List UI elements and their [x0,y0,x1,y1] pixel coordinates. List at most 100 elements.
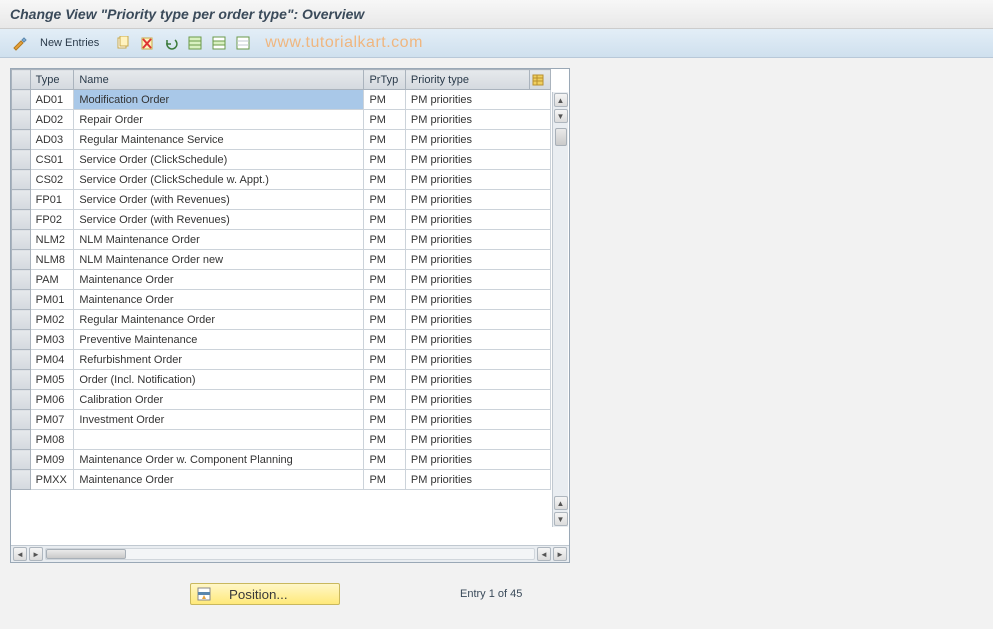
cell-type[interactable]: FP01 [30,190,74,210]
table-row[interactable]: AD02Repair OrderPMPM priorities [12,110,551,130]
cell-name[interactable]: Service Order (with Revenues) [74,190,364,210]
scroll-right-icon[interactable]: ► [553,547,567,561]
cell-name[interactable]: Maintenance Order [74,470,364,490]
cell-type[interactable]: FP02 [30,210,74,230]
cell-name[interactable]: Calibration Order [74,390,364,410]
horizontal-scrollbar[interactable]: ◄ ► ◄ ► [11,545,569,562]
row-selector[interactable] [12,450,31,470]
row-selector[interactable] [12,390,31,410]
row-selector[interactable] [12,210,31,230]
cell-name[interactable]: Regular Maintenance Service [74,130,364,150]
cell-prtyp[interactable]: PM [364,130,405,150]
undo-icon[interactable] [161,33,181,53]
cell-type[interactable]: AD03 [30,130,74,150]
row-selector[interactable] [12,230,31,250]
cell-prtyp[interactable]: PM [364,150,405,170]
row-selector[interactable] [12,130,31,150]
cell-prtyp[interactable]: PM [364,310,405,330]
table-row[interactable]: PM09Maintenance Order w. Component Plann… [12,450,551,470]
cell-prtyp[interactable]: PM [364,250,405,270]
cell-prtyp[interactable]: PM [364,470,405,490]
table-row[interactable]: NLM8NLM Maintenance Order newPMPM priori… [12,250,551,270]
cell-type[interactable]: PM08 [30,430,74,450]
cell-type[interactable]: PM06 [30,390,74,410]
cell-name[interactable]: NLM Maintenance Order new [74,250,364,270]
row-selector[interactable] [12,250,31,270]
cell-prtyp[interactable]: PM [364,270,405,290]
cell-type[interactable]: NLM2 [30,230,74,250]
row-selector[interactable] [12,310,31,330]
cell-type[interactable]: AD02 [30,110,74,130]
cell-name[interactable]: Maintenance Order [74,270,364,290]
row-selector[interactable] [12,290,31,310]
scroll-up-step-icon[interactable]: ▲ [554,496,568,510]
cell-prtyp[interactable]: PM [364,330,405,350]
cell-name[interactable]: Repair Order [74,110,364,130]
select-block-icon[interactable] [209,33,229,53]
cell-type[interactable]: PM09 [30,450,74,470]
scroll-down-icon[interactable]: ▼ [554,512,568,526]
table-row[interactable]: AD01Modification OrderPMPM priorities [12,90,551,110]
row-selector[interactable] [12,270,31,290]
table-row[interactable]: PM04Refurbishment OrderPMPM priorities [12,350,551,370]
row-selector[interactable] [12,370,31,390]
row-selector[interactable] [12,330,31,350]
table-row[interactable]: PM03Preventive MaintenancePMPM prioritie… [12,330,551,350]
table-row[interactable]: CS02Service Order (ClickSchedule w. Appt… [12,170,551,190]
row-selector[interactable] [12,170,31,190]
column-header-prtyp[interactable]: PrTyp [364,70,405,90]
cell-name[interactable]: Service Order (ClickSchedule w. Appt.) [74,170,364,190]
table-row[interactable]: PMXXMaintenance OrderPMPM priorities [12,470,551,490]
cell-prtyp[interactable]: PM [364,350,405,370]
cell-prtyp[interactable]: PM [364,210,405,230]
table-row[interactable]: CS01Service Order (ClickSchedule)PMPM pr… [12,150,551,170]
cell-prtyp[interactable]: PM [364,290,405,310]
cell-name[interactable]: Maintenance Order w. Component Planning [74,450,364,470]
cell-type[interactable]: PMXX [30,470,74,490]
scroll-left-step-icon[interactable]: ◄ [537,547,551,561]
cell-name[interactable]: NLM Maintenance Order [74,230,364,250]
column-header-type[interactable]: Type [30,70,74,90]
column-header-priority-type[interactable]: Priority type [405,70,529,90]
row-selector[interactable] [12,430,31,450]
row-selector[interactable] [12,110,31,130]
cell-type[interactable]: NLM8 [30,250,74,270]
row-selector[interactable] [12,190,31,210]
row-selector[interactable] [12,350,31,370]
column-header-name[interactable]: Name [74,70,364,90]
table-row[interactable]: PM02Regular Maintenance OrderPMPM priori… [12,310,551,330]
cell-prtyp[interactable]: PM [364,230,405,250]
copy-as-icon[interactable] [113,33,133,53]
cell-type[interactable]: PM02 [30,310,74,330]
cell-name[interactable] [74,430,364,450]
cell-type[interactable]: CS02 [30,170,74,190]
table-row[interactable]: FP02Service Order (with Revenues)PMPM pr… [12,210,551,230]
cell-prtyp[interactable]: PM [364,110,405,130]
cell-prtyp[interactable]: PM [364,390,405,410]
toggle-change-icon[interactable] [10,33,30,53]
table-row[interactable]: PAMMaintenance OrderPMPM priorities [12,270,551,290]
table-row[interactable]: PM06Calibration OrderPMPM priorities [12,390,551,410]
table-row[interactable]: PM01Maintenance OrderPMPM priorities [12,290,551,310]
cell-type[interactable]: AD01 [30,90,74,110]
cell-name[interactable]: Order (Incl. Notification) [74,370,364,390]
cell-prtyp[interactable]: PM [364,90,405,110]
cell-type[interactable]: PM05 [30,370,74,390]
row-selector[interactable] [12,150,31,170]
row-select-header[interactable] [12,70,31,90]
cell-name[interactable]: Refurbishment Order [74,350,364,370]
hscroll-thumb[interactable] [46,549,126,559]
table-row[interactable]: AD03Regular Maintenance ServicePMPM prio… [12,130,551,150]
hscroll-track[interactable] [45,548,535,560]
scroll-right-step-icon[interactable]: ► [29,547,43,561]
delete-icon[interactable] [137,33,157,53]
cell-name[interactable]: Service Order (with Revenues) [74,210,364,230]
cell-prtyp[interactable]: PM [364,430,405,450]
table-row[interactable]: PM05Order (Incl. Notification)PMPM prior… [12,370,551,390]
cell-name[interactable]: Regular Maintenance Order [74,310,364,330]
cell-type[interactable]: PM03 [30,330,74,350]
cell-name[interactable]: Preventive Maintenance [74,330,364,350]
scroll-left-icon[interactable]: ◄ [13,547,27,561]
cell-type[interactable]: PM01 [30,290,74,310]
deselect-all-icon[interactable] [233,33,253,53]
